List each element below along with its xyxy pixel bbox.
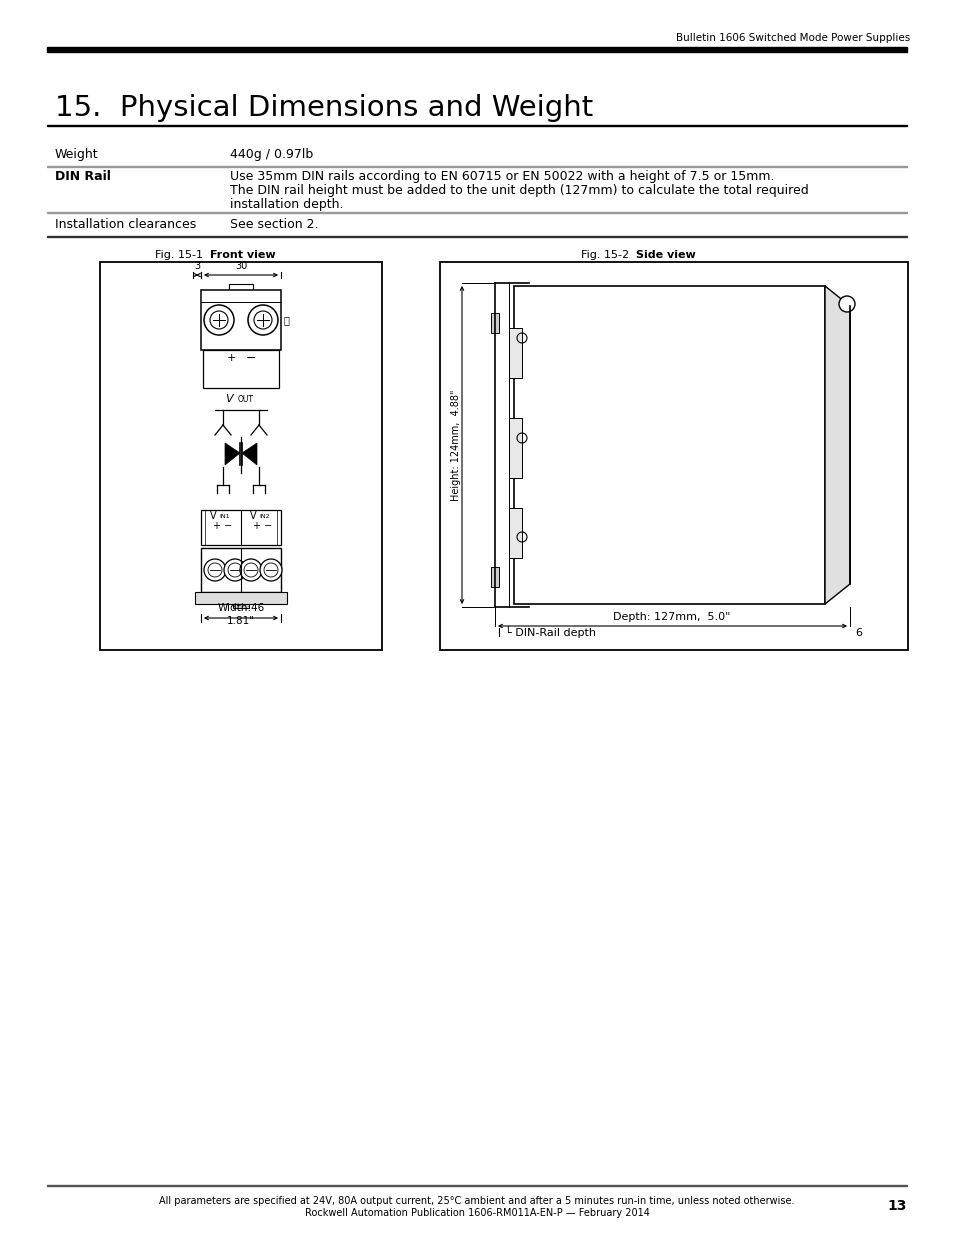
Polygon shape bbox=[824, 287, 849, 604]
Text: Fig. 15-2: Fig. 15-2 bbox=[580, 249, 636, 261]
Bar bbox=[509, 508, 521, 558]
Circle shape bbox=[240, 559, 262, 580]
Text: IN1: IN1 bbox=[219, 515, 230, 520]
Text: +: + bbox=[226, 353, 235, 363]
Bar bbox=[201, 290, 281, 350]
Text: 6: 6 bbox=[854, 629, 862, 638]
Text: Bulletin 1606 Switched Mode Power Supplies: Bulletin 1606 Switched Mode Power Suppli… bbox=[675, 33, 909, 43]
Text: The DIN rail height must be added to the unit depth (127mm) to calculate the tot: The DIN rail height must be added to the… bbox=[230, 184, 808, 198]
Bar bbox=[203, 350, 278, 388]
Text: Width:46: Width:46 bbox=[217, 603, 264, 613]
Text: IN2: IN2 bbox=[258, 515, 270, 520]
Text: installation depth.: installation depth. bbox=[230, 198, 343, 211]
Bar bbox=[194, 592, 287, 604]
Text: 1.81": 1.81" bbox=[227, 616, 254, 626]
Text: Side view: Side view bbox=[636, 249, 695, 261]
Text: Depth: 127mm,  5.0": Depth: 127mm, 5.0" bbox=[613, 613, 730, 622]
Polygon shape bbox=[242, 443, 256, 466]
Text: Height: 124mm,  4.88": Height: 124mm, 4.88" bbox=[451, 389, 460, 500]
Bar bbox=[514, 287, 824, 604]
Bar bbox=[201, 548, 281, 592]
Text: Use 35mm DIN rails according to EN 60715 or EN 50022 with a height of 7.5 or 15m: Use 35mm DIN rails according to EN 60715… bbox=[230, 170, 774, 183]
Circle shape bbox=[204, 305, 233, 335]
Text: 3: 3 bbox=[193, 261, 200, 270]
Text: ᖿ: ᖿ bbox=[284, 315, 290, 325]
Text: + −: + − bbox=[213, 521, 232, 531]
Polygon shape bbox=[225, 443, 240, 466]
Text: V: V bbox=[211, 511, 216, 521]
Text: V: V bbox=[250, 511, 256, 521]
Bar bbox=[233, 604, 249, 608]
Text: DIN Rail: DIN Rail bbox=[55, 170, 111, 183]
Circle shape bbox=[248, 305, 277, 335]
Circle shape bbox=[204, 559, 226, 580]
Text: 440g / 0.97lb: 440g / 0.97lb bbox=[230, 148, 313, 161]
Text: Fig. 15-1: Fig. 15-1 bbox=[154, 249, 210, 261]
Text: $V$: $V$ bbox=[225, 391, 234, 404]
Bar bbox=[229, 284, 253, 290]
Text: Weight: Weight bbox=[55, 148, 98, 161]
Bar bbox=[201, 510, 281, 545]
Text: Front view: Front view bbox=[210, 249, 275, 261]
Circle shape bbox=[838, 296, 854, 312]
Text: All parameters are specified at 24V, 80A output current, 25°C ambient and after : All parameters are specified at 24V, 80A… bbox=[159, 1195, 794, 1207]
Text: └ DIN-Rail depth: └ DIN-Rail depth bbox=[504, 626, 596, 638]
Bar bbox=[47, 47, 906, 52]
Bar bbox=[509, 329, 521, 378]
Text: 13: 13 bbox=[886, 1199, 906, 1213]
Text: 30: 30 bbox=[234, 261, 247, 270]
Bar bbox=[439, 262, 907, 650]
Text: OUT: OUT bbox=[237, 394, 253, 404]
Text: + −: + − bbox=[253, 521, 272, 531]
Text: −: − bbox=[246, 352, 256, 364]
Circle shape bbox=[260, 559, 282, 580]
Text: Rockwell Automation Publication 1606-RM011A-EN-P — February 2014: Rockwell Automation Publication 1606-RM0… bbox=[304, 1208, 649, 1218]
Text: 15.  Physical Dimensions and Weight: 15. Physical Dimensions and Weight bbox=[55, 94, 593, 122]
Bar bbox=[100, 262, 381, 650]
Text: Installation clearances: Installation clearances bbox=[55, 219, 196, 231]
Circle shape bbox=[224, 559, 246, 580]
Bar bbox=[509, 417, 521, 478]
Text: See section 2.: See section 2. bbox=[230, 219, 318, 231]
Bar bbox=[491, 567, 498, 587]
Bar bbox=[491, 312, 498, 333]
